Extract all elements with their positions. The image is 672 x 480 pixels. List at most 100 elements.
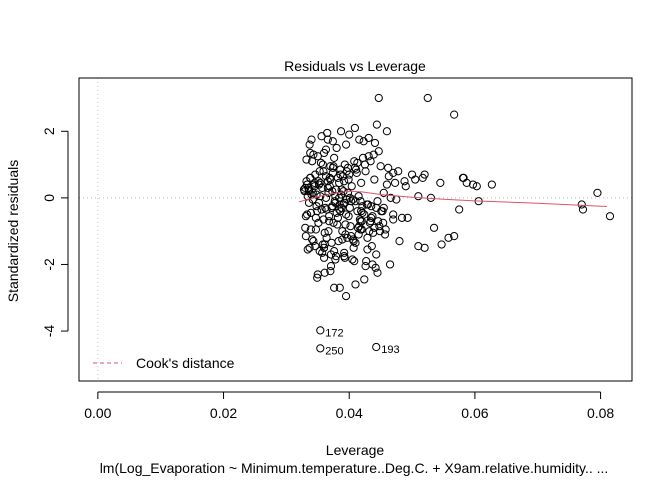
data-point [370, 175, 379, 184]
x-tick-label: 0.06 [461, 405, 488, 421]
data-point [341, 140, 351, 149]
data-point [306, 148, 315, 158]
data-point [336, 170, 345, 179]
data-point [357, 207, 366, 216]
data-point [372, 120, 381, 129]
data-point [306, 173, 315, 182]
data-point [472, 182, 481, 191]
data-point [344, 175, 353, 184]
y-tick-label: -2 [41, 258, 57, 271]
data-point [301, 223, 310, 232]
data-point [335, 205, 344, 214]
data-point [350, 257, 359, 266]
data-point [370, 223, 379, 232]
data-point [389, 215, 398, 224]
data-point [320, 228, 329, 237]
data-point [316, 344, 325, 353]
data-point [306, 225, 315, 234]
data-point [323, 135, 332, 144]
data-point [403, 213, 412, 222]
data-point [367, 213, 376, 222]
data-point [374, 147, 383, 156]
data-point [382, 127, 392, 136]
data-point [379, 218, 388, 227]
data-point [331, 255, 340, 264]
data-point [444, 233, 453, 242]
data-point [316, 326, 325, 335]
data-point [487, 180, 496, 189]
data-point [450, 110, 459, 119]
data-point [332, 143, 341, 153]
data-point [468, 180, 478, 189]
data-point [326, 267, 335, 276]
data-point [326, 262, 336, 271]
data-point [414, 242, 423, 251]
data-point [335, 178, 344, 187]
data-point [366, 217, 375, 226]
data-point [318, 240, 327, 249]
data-point [302, 155, 311, 164]
plot-frame [78, 77, 633, 382]
data-point [356, 225, 365, 234]
y-tick-label: -4 [41, 325, 57, 338]
data-point [352, 168, 361, 177]
data-point [374, 93, 383, 103]
smooth-trend-line [298, 190, 607, 208]
data-point [311, 225, 321, 234]
data-point [350, 163, 359, 173]
data-point [358, 153, 368, 163]
axis-ticks: 0.00 0.02 0.04 0.06 0.08 -4 -2 0 2 [41, 127, 614, 421]
data-point [347, 197, 356, 206]
data-point [364, 152, 373, 161]
data-point [386, 193, 395, 202]
data-point [361, 262, 370, 271]
data-point [354, 192, 363, 201]
data-point [362, 200, 371, 209]
x-axis-label: Leverage [326, 442, 385, 458]
data-point [315, 167, 324, 176]
data-point [353, 207, 362, 216]
data-point [361, 167, 370, 176]
point-label-250: 250 [325, 345, 343, 357]
data-point [321, 203, 330, 212]
data-point [577, 200, 586, 209]
data-point [373, 197, 382, 206]
data-point [344, 212, 353, 221]
data-point [309, 237, 318, 246]
data-point [319, 167, 328, 176]
data-point [350, 123, 359, 133]
data-point [368, 228, 378, 237]
data-point [323, 183, 332, 192]
smooth-line [298, 190, 607, 208]
data-point [319, 148, 329, 158]
data-point [308, 235, 317, 244]
data-point [372, 250, 381, 259]
data-point [420, 243, 429, 252]
data-point [341, 291, 351, 301]
data-point [311, 213, 321, 222]
data-point [328, 137, 337, 146]
data-point [367, 202, 376, 211]
data-point [370, 138, 380, 148]
data-point [331, 252, 341, 261]
reference-lines [79, 78, 632, 381]
data-point [450, 232, 459, 241]
data-point [345, 203, 354, 212]
data-point [401, 182, 410, 191]
data-point [363, 245, 372, 254]
data-point [329, 162, 338, 171]
data-point [418, 173, 427, 182]
data-point [357, 217, 366, 226]
y-axis-label: Standardized residuals [5, 160, 21, 302]
data-point [329, 218, 338, 227]
data-point [368, 212, 377, 221]
x-tick-label: 0.08 [587, 405, 614, 421]
data-point [313, 152, 322, 161]
point-labels: 172 250 193 [325, 327, 399, 357]
data-point [347, 182, 356, 191]
x-tick-label: 0.00 [84, 405, 111, 421]
data-point [318, 183, 327, 192]
data-point [382, 180, 392, 189]
data-point [371, 263, 380, 272]
